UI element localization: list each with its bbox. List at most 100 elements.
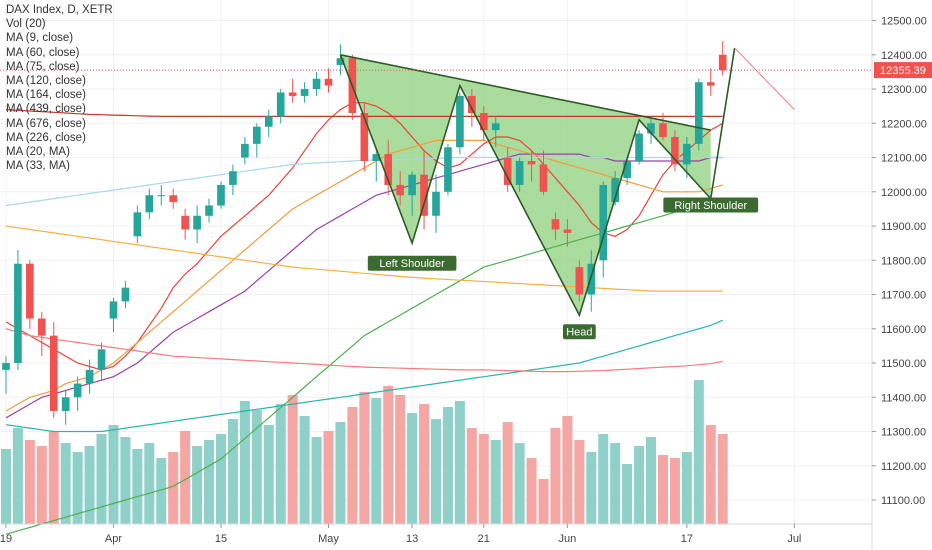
volume-bar	[48, 431, 59, 524]
ma-line	[5, 328, 723, 373]
volume-bar	[586, 452, 597, 524]
legend: DAX Index, D, XETR Vol (20) MA (9, close…	[6, 3, 113, 173]
candle-body	[432, 191, 440, 216]
price-tick-label: 11700.00	[881, 290, 926, 302]
legend-item[interactable]: MA (676, close)	[6, 117, 86, 130]
pattern-label-text: Right Shoulder	[674, 200, 747, 212]
candle-body	[217, 184, 225, 206]
legend-item[interactable]: MA (9, close)	[6, 32, 74, 45]
candle-body	[300, 89, 309, 96]
ma-line	[5, 319, 723, 433]
candle-body	[241, 143, 249, 158]
candle-body	[97, 349, 106, 370]
volume-bar	[347, 407, 358, 524]
candles	[2, 41, 727, 425]
volume-bar	[24, 440, 35, 524]
time-tick-label: Jun	[559, 533, 577, 545]
legend-item[interactable]: MA (120, close)	[6, 75, 86, 88]
volume-bar	[144, 443, 155, 524]
price-tick-label: 11300.00	[881, 427, 926, 439]
volume-bar	[84, 446, 95, 524]
price-tick-label: 11600.00	[881, 324, 926, 336]
projection-line	[734, 47, 795, 110]
time-tick-label: 17	[681, 533, 693, 545]
candle-body	[468, 95, 476, 114]
price-tick-label: 11100.00	[881, 495, 925, 507]
legend-item[interactable]: MA (75, close)	[6, 60, 80, 73]
candle-body	[623, 160, 631, 179]
volume-bar	[180, 431, 191, 524]
price-tick-label: 12000.00	[881, 187, 927, 199]
price-tick-label: 12100.00	[881, 153, 927, 165]
price-tick-label: 11200.00	[881, 461, 926, 473]
volume-bar	[0, 449, 11, 524]
candle-body	[14, 263, 22, 364]
candle-body	[503, 157, 512, 185]
volume-bar	[634, 446, 645, 524]
candle-body	[312, 78, 321, 90]
candle-body	[647, 123, 655, 134]
pattern-label-box	[367, 255, 457, 271]
volume-bar	[538, 479, 549, 524]
volume-bar	[227, 419, 238, 524]
legend-item[interactable]: MA (164, close)	[6, 89, 86, 102]
legend-item[interactable]: Vol (20)	[6, 18, 46, 31]
pattern-labels: Left Shoulder Head Right Shoulder	[367, 197, 759, 340]
volume-bar	[502, 422, 513, 524]
legend-item[interactable]: MA (60, close)	[6, 46, 80, 59]
legend-item[interactable]: MA (226, close)	[6, 131, 86, 144]
candle-body	[683, 143, 691, 165]
candle-body	[205, 205, 213, 216]
head-shoulders-pattern	[340, 54, 711, 316]
candle-body	[288, 92, 297, 96]
candle-body	[408, 174, 416, 196]
time-tick-label: May	[318, 533, 339, 545]
volume-bar	[622, 464, 633, 524]
legend-item[interactable]: MA (20, MA)	[6, 146, 70, 159]
legend-title: DAX Index, D, XETR	[6, 4, 113, 16]
pattern-label: Right Shoulder	[663, 197, 759, 213]
volume-bar	[108, 425, 119, 524]
price-tick-label: 12500.00	[881, 16, 927, 28]
candle-body	[181, 215, 189, 230]
volume-bar	[275, 404, 286, 524]
pattern-label-text: Head	[566, 327, 592, 339]
pattern-label-box	[663, 197, 759, 213]
volume-bar	[407, 413, 418, 524]
volume-bar	[562, 416, 573, 524]
time-axis[interactable]: 19 Apr 15 May 13 21 Jun 17 Jul	[0, 523, 872, 545]
price-tick-label: 11900.00	[881, 221, 926, 233]
candle-body	[527, 160, 536, 165]
volume-bar	[550, 428, 561, 524]
candle-body	[563, 229, 572, 233]
candle-body	[420, 174, 428, 216]
price-tick-label: 12300.00	[881, 84, 927, 96]
candle-body	[169, 195, 178, 203]
candle-body	[26, 263, 34, 319]
candle-body	[456, 95, 464, 148]
volume-bar	[478, 434, 489, 524]
volume-bar	[287, 395, 298, 524]
volume-bar	[657, 455, 668, 524]
volume-bar	[490, 440, 501, 524]
neckline	[340, 54, 711, 131]
candle-body	[611, 178, 620, 203]
legend-item[interactable]: MA (439, close)	[6, 103, 86, 116]
price-tick-label: 12200.00	[881, 118, 927, 130]
volume-bar	[36, 446, 47, 524]
volume-bar	[454, 401, 465, 524]
price-axis[interactable]: 11100.00 11200.00 11300.00 11400.00 11500.00…	[871, 0, 932, 550]
volume-bar	[371, 398, 382, 524]
candle-body	[229, 171, 237, 185]
volume-bar	[156, 458, 167, 524]
candle-body	[145, 195, 154, 213]
candle-body	[264, 116, 273, 127]
candle-body	[109, 301, 118, 319]
volume-bar	[610, 443, 621, 524]
volume-bar	[705, 425, 716, 524]
price-tick-label: 12400.00	[881, 50, 927, 62]
price-tick-label: 11400.00	[881, 392, 926, 404]
candle-body	[491, 123, 500, 131]
legend-item[interactable]: MA (33, MA)	[6, 160, 70, 173]
